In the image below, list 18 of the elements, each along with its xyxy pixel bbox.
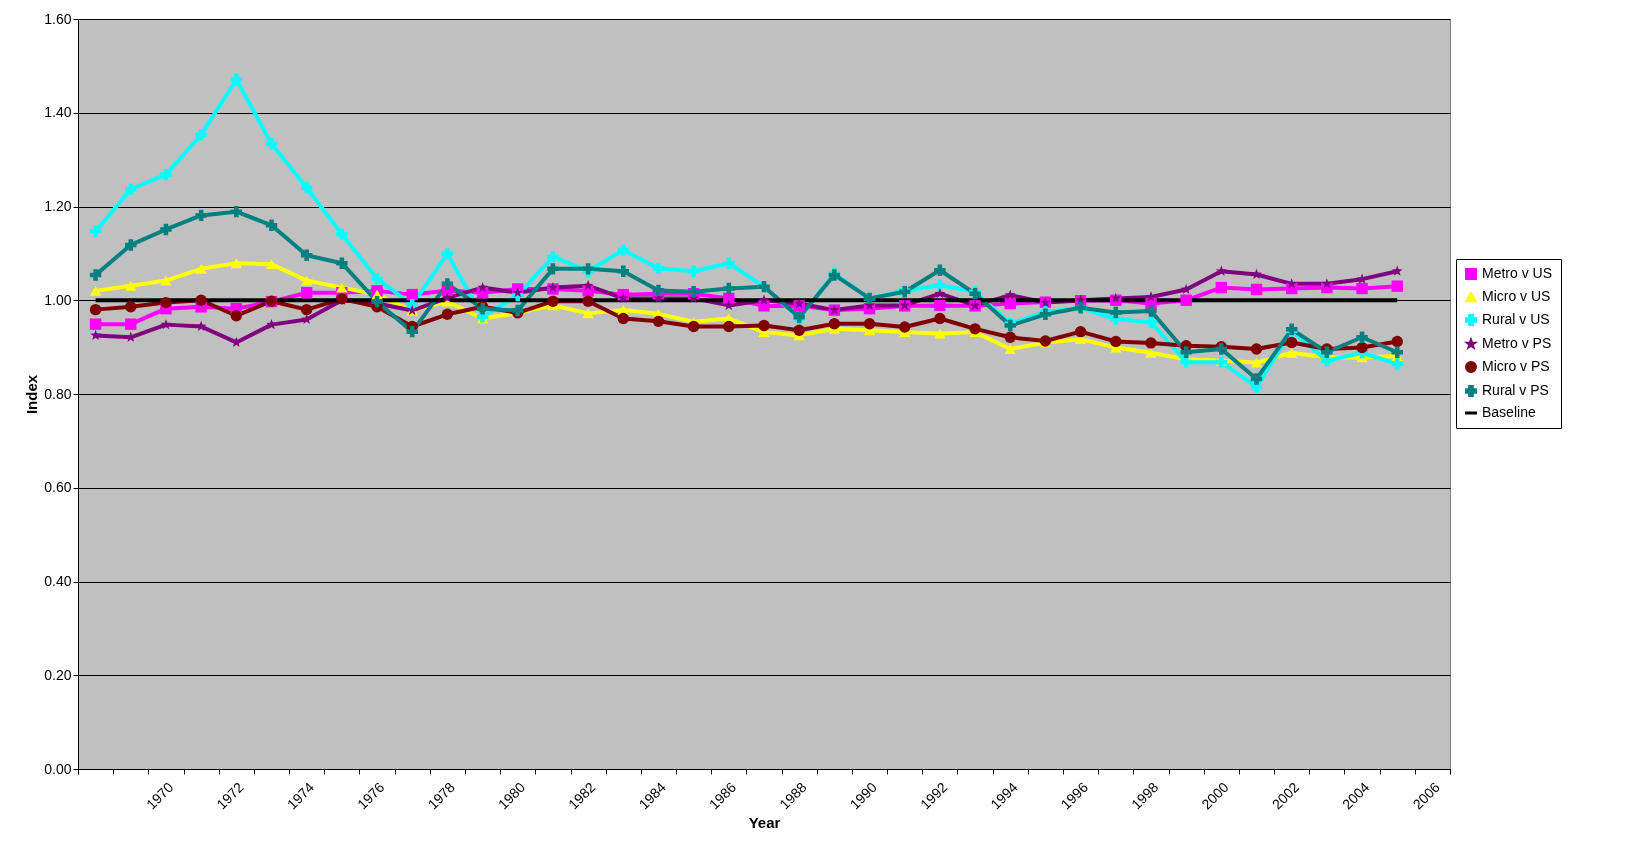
legend-label: Metro v PS <box>1482 335 1552 351</box>
legend-label: Baseline <box>1482 404 1536 420</box>
y-tick-label: 0.40 <box>44 573 72 589</box>
y-tick-label: 0.20 <box>44 666 72 683</box>
y-tick-label: 0.00 <box>44 760 72 777</box>
y-tick-label: 1.00 <box>44 291 72 308</box>
y-tick-label: 1.60 <box>44 10 72 27</box>
y-tick-label: 1.20 <box>44 198 72 214</box>
y-axis-title: Index <box>23 374 41 415</box>
legend-label: Metro v US <box>1482 265 1553 281</box>
x-axis-title: Year <box>748 814 781 832</box>
legend-label: Micro v US <box>1482 288 1551 304</box>
y-tick-label: 0.60 <box>44 479 72 496</box>
legend-label: Rural v PS <box>1482 382 1549 398</box>
legend-label: Rural v US <box>1482 311 1550 327</box>
y-tick-label: 0.80 <box>44 385 72 402</box>
legend-label: Micro v PS <box>1482 358 1550 374</box>
y-tick-label: 1.40 <box>44 104 72 121</box>
